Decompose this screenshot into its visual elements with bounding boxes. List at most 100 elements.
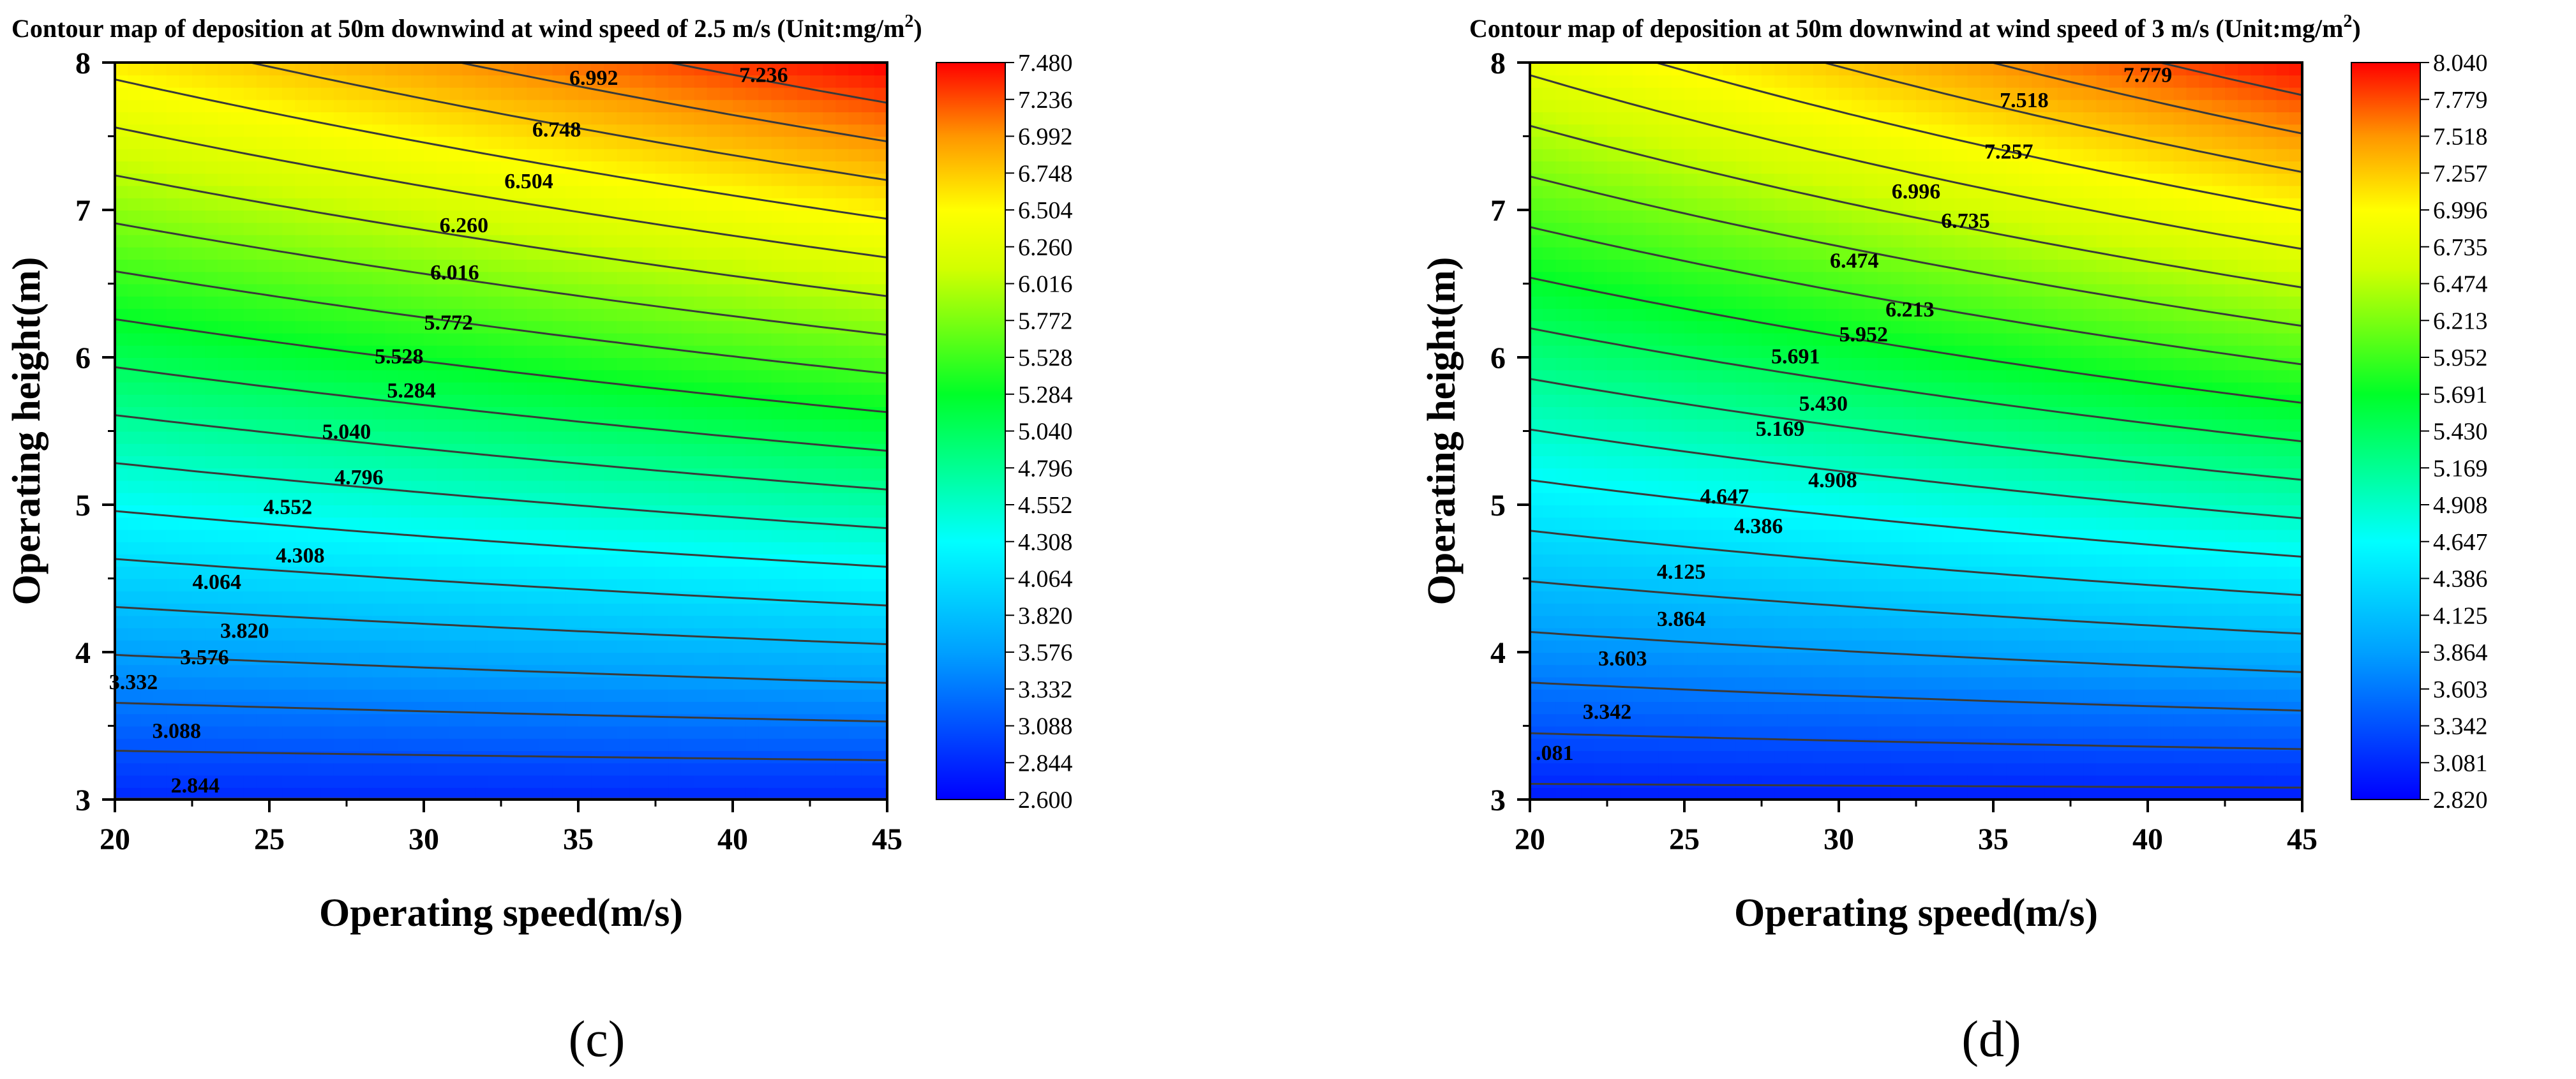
heatmap-cell [797,295,811,309]
heatmap-cell [797,578,811,592]
heatmap-cell [333,676,347,690]
heatmap-cell [604,763,618,776]
heatmap-cell [771,763,785,776]
heatmap-cell [604,688,618,702]
heatmap-cell [475,234,489,248]
heatmap-cell [1607,726,1621,739]
heatmap-cell [1568,738,1582,751]
heatmap-cell [578,357,592,371]
heatmap-cell [462,173,476,186]
heatmap-cell [719,271,733,285]
heatmap-cell [333,701,347,715]
heatmap-cell [333,246,347,260]
heatmap-cell [707,382,721,395]
heatmap-cell [1671,688,1685,702]
heatmap-cell [1543,295,1557,309]
heatmap-cell [681,87,695,100]
heatmap-cell [694,775,708,788]
heatmap-cell [1633,505,1647,518]
heatmap-cell [475,357,489,371]
heatmap-cell [179,566,193,579]
heatmap-cell [835,357,850,371]
heatmap-cell [861,382,875,395]
heatmap-cell [1633,468,1647,481]
heatmap-cell [205,99,219,112]
heatmap-cell [372,382,386,395]
heatmap-cell [230,726,244,739]
heatmap-cell [488,554,502,567]
heatmap-cell [745,283,760,297]
heatmap-cell [797,492,811,505]
heatmap-cell [810,332,824,346]
heatmap-cell [552,357,566,371]
heatmap-cell [192,210,206,223]
heatmap-cell [694,295,708,309]
heatmap-cell [745,688,760,702]
heatmap-cell [166,554,180,567]
heatmap-cell [681,332,695,346]
heatmap-cell [848,627,862,641]
heatmap-cell [398,787,412,800]
heatmap-cell [604,787,618,800]
heatmap-cell [320,713,334,727]
heatmap-cell [1762,369,1776,383]
heatmap-cell [591,652,605,666]
heatmap-cell [1594,664,1608,678]
heatmap-cell [719,456,733,469]
heatmap-cell [1774,234,1788,248]
heatmap-cell [1620,775,1634,788]
heatmap-cell [269,664,283,678]
heatmap-cell [707,468,721,481]
heatmap-cell [424,713,438,727]
heatmap-cell [848,775,862,788]
heatmap-cell [1633,578,1647,592]
heatmap-cell [1555,590,1569,604]
heatmap-cell [205,713,219,727]
heatmap-cell [578,738,592,751]
heatmap-cell [1723,246,1737,260]
heatmap-cell [179,87,193,100]
heatmap-cell [1581,750,1595,764]
heatmap-cell [166,775,180,788]
heatmap-cell [797,320,811,334]
heatmap-cell [1568,505,1582,518]
heatmap-cell [410,566,424,579]
heatmap-cell [810,590,824,604]
heatmap-cell [128,468,142,481]
heatmap-cell [1697,664,1711,678]
heatmap-cell [205,222,219,235]
heatmap-cell [784,406,798,420]
heatmap-cell [333,726,347,739]
heatmap-cell [707,173,721,186]
heatmap-cell [629,295,643,309]
heatmap-cell [745,197,760,211]
heatmap-cell [282,431,296,444]
heatmap-cell [1671,529,1685,542]
heatmap-cell [1607,234,1621,248]
heatmap-cell [488,603,502,616]
heatmap-cell [629,222,643,235]
heatmap-cell [372,283,386,297]
heatmap-cell [591,578,605,592]
heatmap-cell [1568,652,1582,666]
heatmap-cell [1530,627,1544,641]
heatmap-cell [115,750,129,764]
heatmap-cell [810,382,824,395]
heatmap-cell [1697,480,1711,493]
heatmap-cell [333,222,347,235]
heatmap-cell [398,406,412,420]
heatmap-cell [771,468,785,481]
heatmap-cell [243,234,257,248]
heatmap-cell [501,185,515,198]
heatmap-cell [642,222,656,235]
heatmap-cell [745,99,760,112]
heatmap-cell [668,185,682,198]
heatmap-cell [1568,590,1582,604]
heatmap-cell [140,259,154,272]
heatmap-cell [192,750,206,764]
contour-label: 5.528 [375,345,424,369]
heatmap-cell [1568,197,1582,211]
heatmap-cell [398,345,412,358]
heatmap-cell [1697,99,1711,112]
heatmap-cell [115,578,129,592]
